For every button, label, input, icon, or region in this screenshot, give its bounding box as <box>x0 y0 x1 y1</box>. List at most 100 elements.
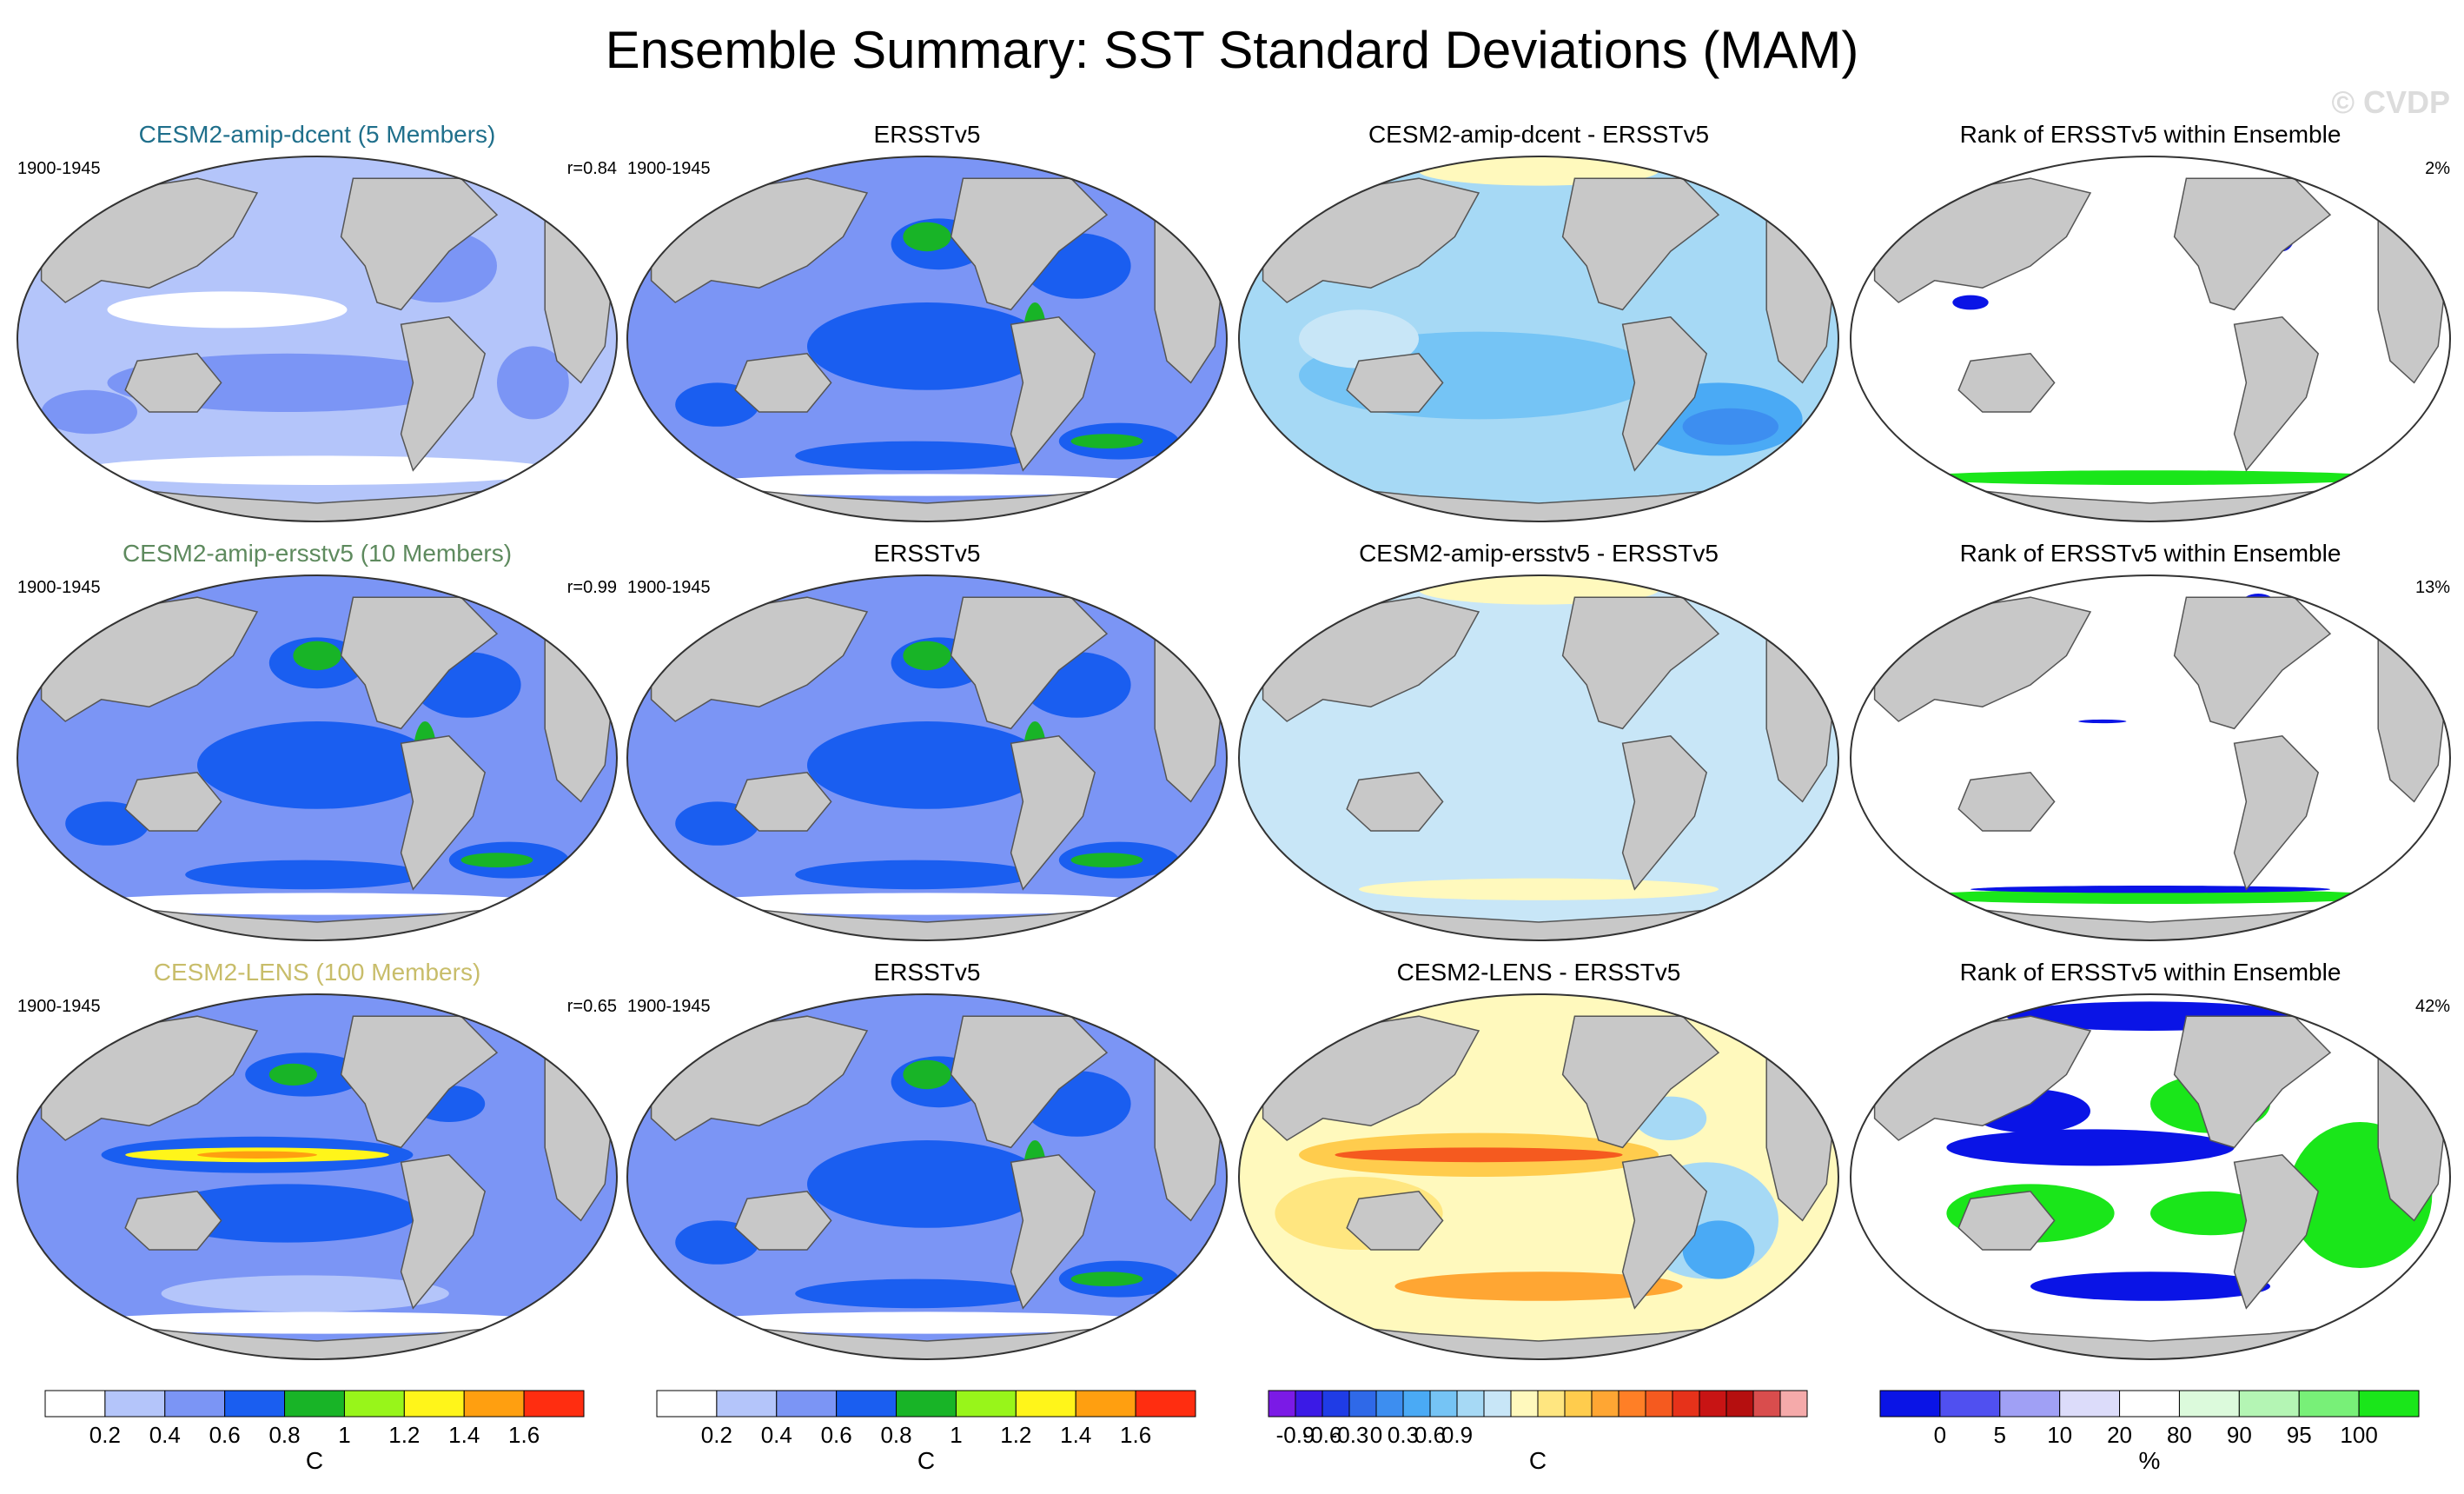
map-panel-r3-c2: ERSSTv5 1900-1945 <box>626 959 1228 1360</box>
panel-title: CESM2-amip-dcent (5 Members) <box>139 121 496 148</box>
colorbar-tick-label: 0.3 <box>1388 1422 1419 1448</box>
map-field <box>17 994 617 1359</box>
land-mass <box>1346 772 1444 832</box>
colorbar-swatch <box>1618 1390 1646 1418</box>
land-mass <box>2173 1015 2332 1149</box>
field-contour <box>675 801 759 846</box>
map-panel-r2-c2: ERSSTv5 1900-1945 <box>626 540 1228 941</box>
map-border <box>626 574 1228 941</box>
map-border <box>1238 574 1839 941</box>
field-contour <box>185 860 426 890</box>
colorbar-tick-label: 20 <box>2107 1422 2132 1448</box>
field-contour <box>197 1151 317 1159</box>
map-field <box>627 994 1227 1359</box>
period-label: 1900-1945 <box>17 578 101 597</box>
map-panel-r2-c1: CESM2-amip-ersstv5 (10 Members) 1900-1945… <box>17 540 618 941</box>
field-contour <box>1911 889 2390 904</box>
colorbar-swatch <box>955 1390 1017 1418</box>
land-mass <box>734 772 832 832</box>
land-mass <box>1621 735 1708 891</box>
field-contour <box>65 801 149 846</box>
land-mass <box>1718 1000 1768 1039</box>
map-panel-r1-c2: ERSSTv5 1900-1945 <box>626 121 1228 522</box>
map-field <box>627 575 1227 940</box>
field-contour <box>903 1059 951 1090</box>
colorbar-swatch <box>1725 1390 1754 1418</box>
land-mass <box>1106 1000 1156 1039</box>
panel-stat-label: 13% <box>2415 578 2450 597</box>
map-field <box>1851 575 2450 940</box>
map-field <box>1239 575 1838 940</box>
cvdp-watermark: © CVDP <box>2331 84 2450 120</box>
colorbar-tick-label: 0.2 <box>89 1422 121 1448</box>
colorbar-unit-label: C <box>1529 1447 1547 1474</box>
colorbar-tick-label: -0.9 <box>1276 1422 1315 1448</box>
colorbar-1: 0.2 0.4 0.6 0.8 1 1.2 1.4 1.6 C <box>44 1390 585 1474</box>
land-mass <box>496 163 546 202</box>
period-label: 1900-1945 <box>627 997 711 1016</box>
land-mass <box>496 1000 546 1039</box>
field-contour <box>1070 434 1143 448</box>
field-contour <box>497 346 569 420</box>
map-panel-r1-c4: Rank of ERSSTv5 within Ensemble 2% <box>1850 121 2451 522</box>
field-contour <box>2150 1191 2270 1236</box>
colorbar-tick-label: 1.6 <box>508 1422 540 1448</box>
colorbar-tick-label: 90 <box>2227 1422 2252 1448</box>
panel-title: ERSSTv5 <box>874 540 981 567</box>
map-border <box>17 574 618 941</box>
field-contour <box>1682 408 1779 445</box>
land-mass <box>950 177 1109 311</box>
colorbar-swatch <box>1564 1390 1593 1418</box>
colorbar-swatch <box>1999 1390 2061 1418</box>
field-contour <box>1335 1147 1623 1163</box>
panel-title: Rank of ERSSTv5 within Ensemble <box>1960 540 2341 567</box>
colorbar-unit-label: C <box>306 1447 323 1474</box>
land-mass <box>340 1015 499 1149</box>
colorbar-tick-label: 1.2 <box>388 1422 420 1448</box>
colorbar-swatch <box>403 1390 465 1418</box>
map-panel-r3-c4: Rank of ERSSTv5 within Ensemble 42% <box>1850 959 2451 1360</box>
field-contour <box>197 721 437 809</box>
map-panels: CESM2-amip-dcent (5 Members) 1900-1945 r=0… <box>17 121 2451 1360</box>
colorbar-tick-label: 0.6 <box>209 1422 241 1448</box>
colorbar-tick-label: 0.4 <box>761 1422 792 1448</box>
colorbar-swatch <box>523 1390 585 1418</box>
land-mass <box>2329 581 2380 621</box>
panel-title: Rank of ERSSTv5 within Ensemble <box>1960 121 2341 148</box>
colorbar-swatch <box>2298 1390 2360 1418</box>
colorbar-tick-label: 0.8 <box>268 1422 300 1448</box>
colorbar-swatch <box>1752 1390 1781 1418</box>
field-contour <box>1911 470 2390 485</box>
colorbar-tick-label: 100 <box>2340 1422 2377 1448</box>
panel-title: CESM2-amip-dcent - ERSSTv5 <box>1368 121 1709 148</box>
field-contour <box>2030 1272 2270 1301</box>
map-panel-r1-c1: CESM2-amip-dcent (5 Members) 1900-1945 r=0… <box>17 121 618 522</box>
field-contour <box>1682 1220 1755 1279</box>
colorbar-swatch <box>1879 1390 1941 1418</box>
map-border <box>17 156 618 522</box>
colorbar-tick-label: -0.6 <box>1303 1422 1342 1448</box>
land-mass <box>496 581 546 621</box>
period-label: 1900-1945 <box>17 159 101 178</box>
colorbar-swatch <box>1483 1390 1512 1418</box>
map-border <box>626 156 1228 522</box>
map-field <box>1239 994 1838 1359</box>
field-contour <box>1299 309 1419 369</box>
panel-title: CESM2-LENS (100 Members) <box>154 959 481 986</box>
land-mass <box>400 316 487 472</box>
field-contour <box>1359 878 1719 900</box>
field-contour <box>807 721 1047 809</box>
colorbar-tick-label: 1 <box>950 1422 962 1448</box>
map-panel-r1-c3: CESM2-amip-dcent - ERSSTv5 <box>1238 121 1839 522</box>
map-border <box>626 993 1228 1360</box>
colorbar-swatch <box>2119 1390 2180 1418</box>
panel-title: CESM2-LENS - ERSSTv5 <box>1397 959 1681 986</box>
colorbar-swatch <box>1268 1390 1296 1418</box>
colorbar-swatch <box>1779 1390 1808 1418</box>
colorbar-swatch <box>1348 1390 1377 1418</box>
land-mass <box>950 596 1109 730</box>
colorbar-tick-label: 0.6 <box>1414 1422 1446 1448</box>
colorbar-swatch <box>836 1390 898 1418</box>
colorbar-unit-label: % <box>2139 1447 2161 1474</box>
field-contour <box>1971 886 2330 893</box>
